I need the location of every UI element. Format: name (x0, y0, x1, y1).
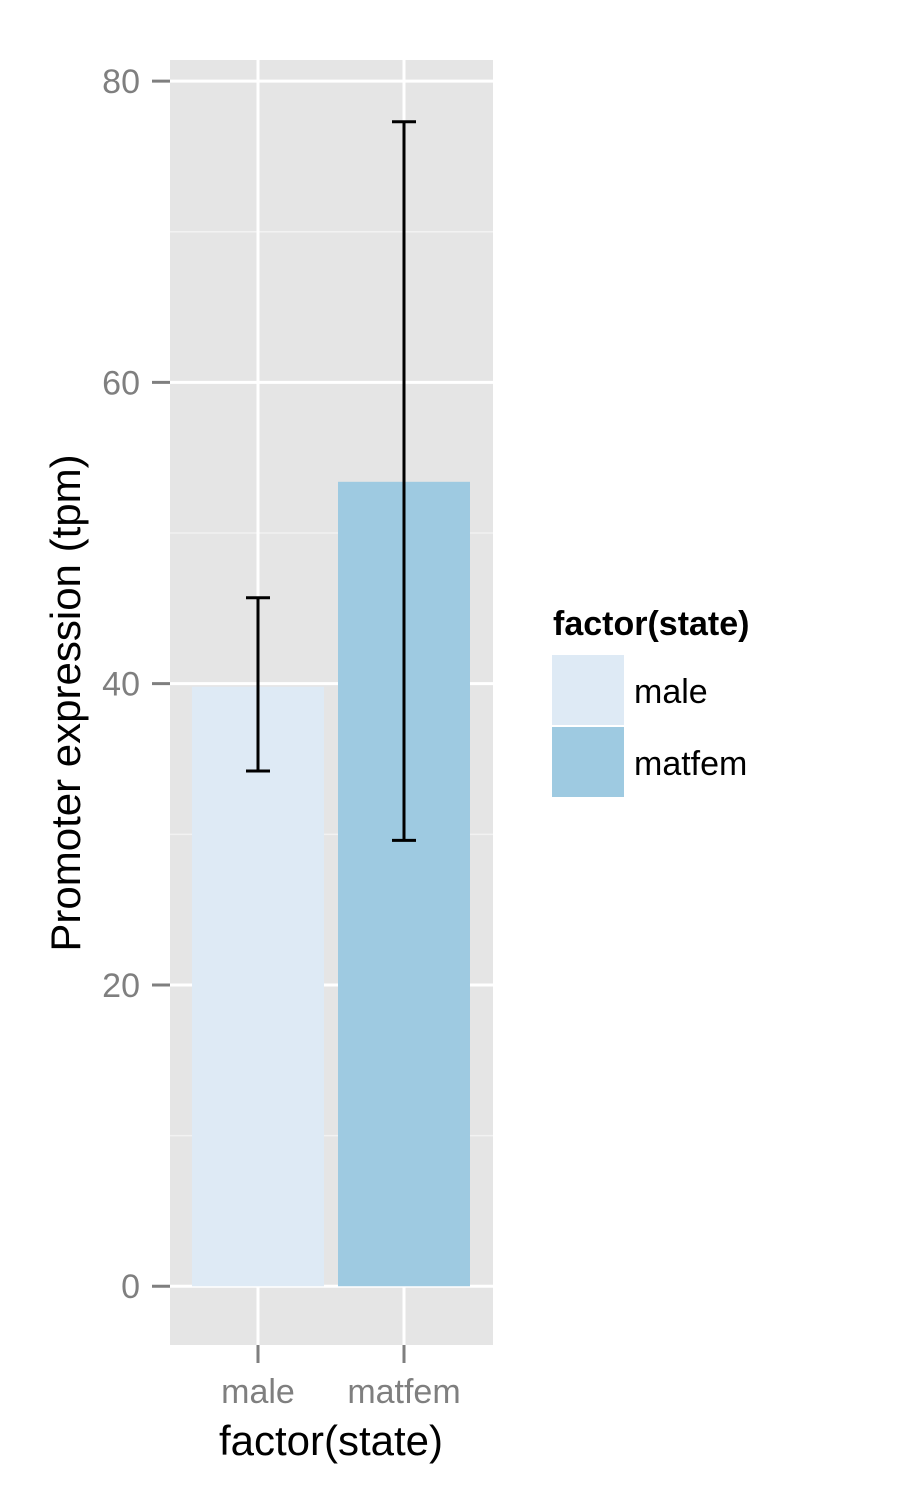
legend-title: factor(state) (553, 605, 749, 643)
x-axis-title: factor(state) (219, 1417, 443, 1464)
legend-label-matfem: matfem (634, 745, 747, 783)
y-tick-label: 80 (102, 63, 140, 101)
y-tick-label: 0 (121, 1268, 140, 1306)
x-axis: male matfem (221, 1345, 461, 1411)
legend-key-matfem (552, 727, 624, 797)
y-axis-title: Promoter expression (tpm) (42, 454, 89, 951)
legend-key-male (552, 655, 624, 725)
y-axis: 0 20 40 60 80 (102, 63, 170, 1306)
bar-male (192, 686, 324, 1287)
legend: factor(state) male matfem (552, 605, 749, 797)
x-tick-label: male (221, 1373, 295, 1411)
error-bars (246, 120, 416, 842)
y-tick-label: 20 (102, 967, 140, 1005)
x-tick-label: matfem (347, 1373, 460, 1411)
y-tick-label: 40 (102, 666, 140, 704)
legend-label-male: male (634, 673, 708, 711)
y-tick-label: 60 (102, 364, 140, 402)
